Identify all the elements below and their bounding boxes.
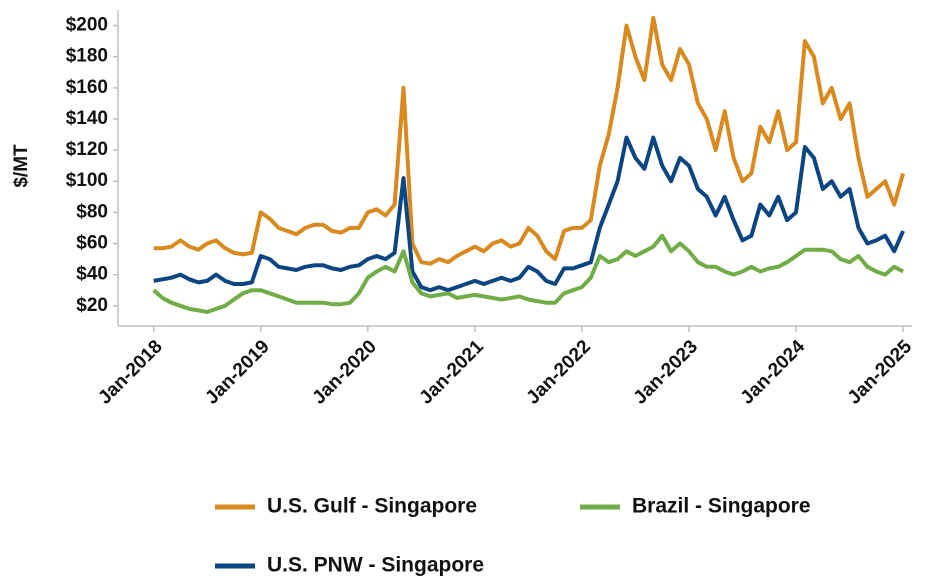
y-tick-label: $60 xyxy=(76,233,108,254)
x-tick-label: Jan-2024 xyxy=(737,336,810,409)
y-tick-label: $20 xyxy=(76,295,108,316)
x-tick-label: Jan-2020 xyxy=(309,336,381,408)
x-tick-label: Jan-2022 xyxy=(523,336,595,408)
series-line xyxy=(152,233,905,314)
x-tick-label: Jan-2019 xyxy=(201,336,273,408)
x-tick-label: Jan-2018 xyxy=(94,336,166,408)
series-line xyxy=(153,135,905,293)
y-tick-label: $160 xyxy=(66,77,108,98)
y-tick-label: $180 xyxy=(66,46,108,67)
x-tick-label: Jan-2025 xyxy=(844,336,917,409)
legend-label: Brazil - Singapore xyxy=(632,495,811,518)
y-tick-label: $80 xyxy=(76,201,108,222)
legend-label: U.S. Gulf - Singapore xyxy=(267,495,477,518)
y-tick-label: $140 xyxy=(66,108,108,129)
x-tick-label: Jan-2021 xyxy=(416,336,489,409)
y-tick-label: $120 xyxy=(66,139,108,160)
y-tick-label: $200 xyxy=(66,15,108,36)
series-line xyxy=(153,15,906,266)
y-axis-label: $/MT xyxy=(11,144,32,188)
y-tick-label: $100 xyxy=(66,170,108,191)
y-tick-label: $40 xyxy=(76,264,108,285)
legend-label: U.S. PNW - Singapore xyxy=(267,554,484,577)
x-tick-label: Jan-2023 xyxy=(630,336,702,408)
